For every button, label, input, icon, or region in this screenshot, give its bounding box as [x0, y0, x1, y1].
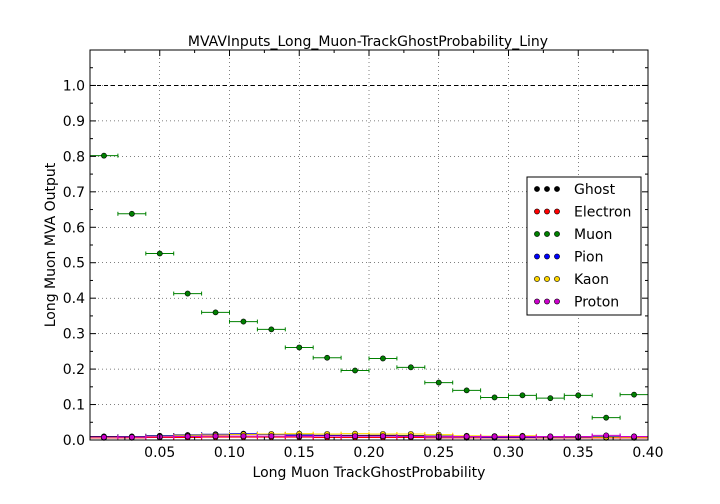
- data-point: [463, 433, 470, 440]
- data-point: [519, 433, 526, 440]
- data-point: [491, 433, 498, 440]
- y-tick-label: 0.7: [63, 185, 85, 201]
- legend-marker: [554, 231, 560, 237]
- legend-box: [526, 176, 642, 316]
- data-point: [324, 433, 331, 439]
- legend-marker: [534, 253, 540, 260]
- y-tick-label: 0.6: [63, 220, 85, 236]
- data-point: [603, 432, 610, 439]
- legend-marker: [554, 298, 560, 305]
- legend-marker: [554, 208, 560, 215]
- y-axis-title: Long Muon MVA Output: [43, 162, 59, 327]
- x-tick-label: 0.30: [493, 445, 524, 461]
- data-point: [380, 433, 386, 439]
- data-point: [240, 318, 247, 325]
- legend-label: Muon: [574, 227, 612, 243]
- legend-label: Electron: [574, 205, 631, 221]
- data-point: [101, 434, 107, 441]
- x-tick-label: 0.05: [144, 445, 175, 461]
- x-tick-label: 0.40: [632, 445, 663, 461]
- data-point: [547, 395, 554, 402]
- data-point: [631, 433, 637, 440]
- ticks-layer: 0.05 0.10 0.15 0.20 0.25 0.30 0.35 0.40 0.0 0.1 0.…: [63, 50, 664, 461]
- data-point: [519, 392, 526, 399]
- y-tick-label: 0.0: [63, 433, 85, 449]
- x-axis-title: Long Muon TrackGhostProbability: [253, 465, 486, 481]
- legend-marker: [534, 276, 540, 282]
- legend-label: Kaon: [574, 272, 609, 288]
- data-point: [184, 290, 191, 297]
- legend-marker: [554, 276, 560, 282]
- legend-marker: [544, 276, 550, 282]
- data-point: [240, 433, 247, 439]
- data-point: [156, 250, 163, 257]
- data-point: [575, 392, 582, 399]
- y-tick-label: 0.9: [63, 114, 85, 130]
- data-point: [212, 433, 219, 439]
- data-point: [296, 344, 303, 351]
- data-point: [463, 387, 470, 394]
- data-point: [631, 391, 637, 398]
- data-point: [407, 433, 414, 440]
- data-point: [352, 433, 358, 439]
- data-point: [603, 414, 610, 421]
- legend-label: Proton: [574, 295, 619, 311]
- data-point: [128, 210, 135, 217]
- y-tick-label: 0.1: [63, 398, 85, 414]
- legend-marker: [544, 253, 550, 260]
- data-point: [407, 364, 414, 371]
- data-point: [212, 309, 219, 316]
- y-tick-label: 0.4: [63, 291, 85, 307]
- y-tick-label: 0.8: [63, 149, 85, 165]
- legend-marker: [544, 298, 550, 305]
- data-point: [435, 379, 442, 386]
- data-point: [101, 152, 107, 159]
- data-point: [491, 394, 498, 401]
- x-tick-label: 0.25: [423, 445, 454, 461]
- legend-marker: [534, 208, 540, 215]
- data-point: [268, 433, 275, 439]
- y-tick-label: 1.0: [63, 78, 85, 94]
- legend-label: Ghost: [574, 182, 616, 198]
- data-point: [547, 433, 554, 440]
- legend-marker: [544, 208, 550, 215]
- data-point: [324, 354, 331, 361]
- legend-marker: [544, 231, 550, 237]
- x-tick-label: 0.15: [284, 445, 315, 461]
- y-tick-label: 0.5: [63, 256, 85, 272]
- data-point: [184, 433, 191, 440]
- data-point: [268, 326, 275, 333]
- x-tick-label: 0.10: [214, 445, 245, 461]
- legend-label: Pion: [574, 250, 603, 266]
- chart-title: MVAVInputs_Long_Muon-TrackGhostProbabili…: [188, 34, 548, 50]
- x-tick-label: 0.20: [353, 445, 384, 461]
- data-point: [352, 367, 358, 374]
- legend-marker: [554, 253, 560, 260]
- y-tick-label: 0.3: [63, 327, 85, 343]
- legend: Ghost Electron Muon Pion Kaon Proton: [526, 176, 642, 316]
- legend-marker: [554, 186, 560, 192]
- legend-marker: [534, 186, 540, 192]
- data-point: [380, 355, 386, 362]
- data-point: [128, 434, 135, 441]
- y-tick-label: 0.2: [63, 362, 85, 378]
- legend-marker: [534, 298, 540, 305]
- legend-marker: [534, 231, 540, 237]
- legend-marker: [544, 186, 550, 192]
- x-tick-label: 0.35: [563, 445, 594, 461]
